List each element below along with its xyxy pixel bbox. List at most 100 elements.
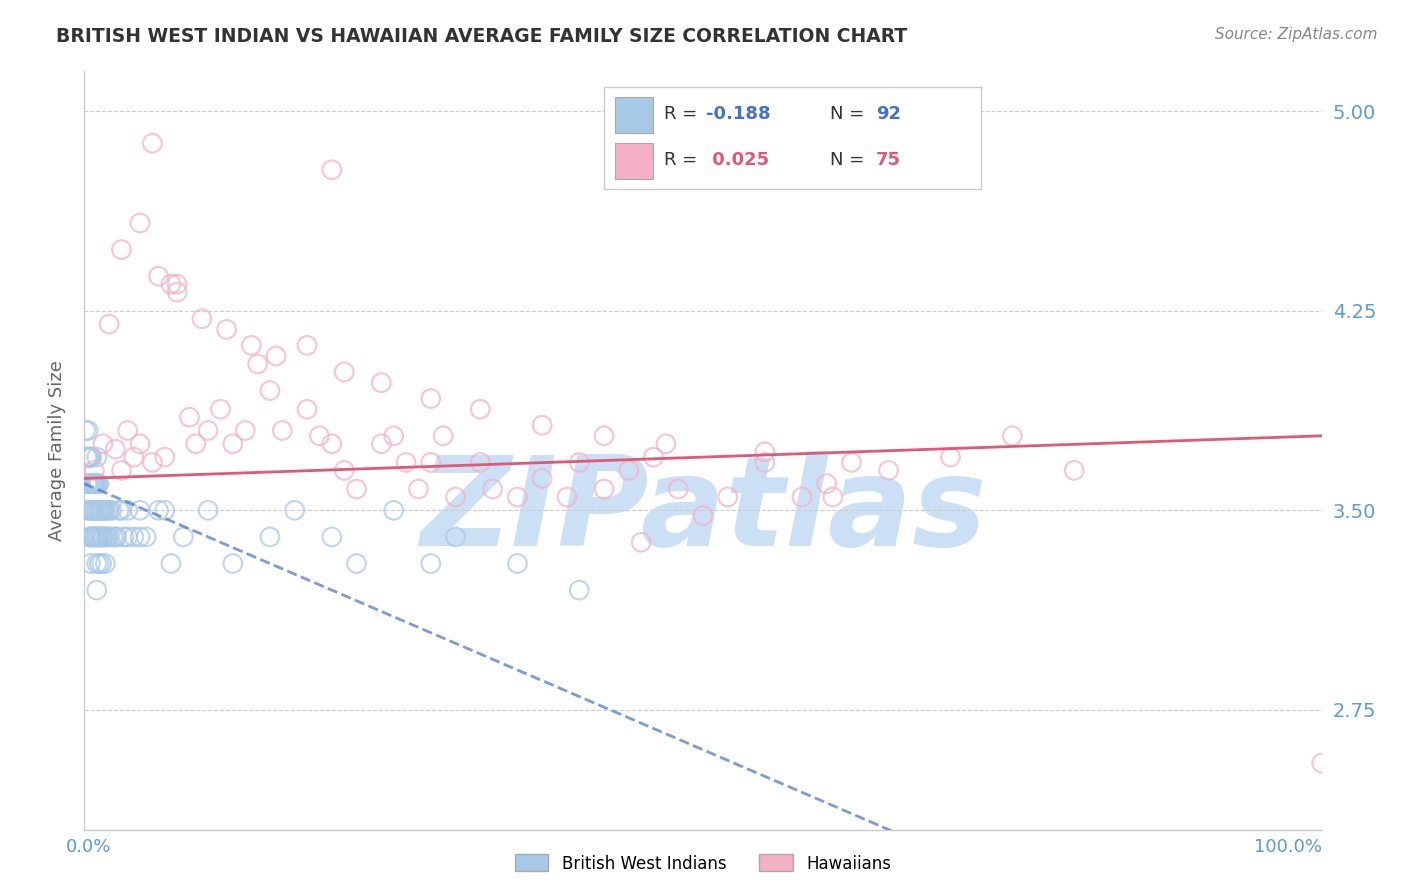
Point [86,450,108,464]
Point [79,503,101,517]
Point [419,392,441,406]
Point [97,503,120,517]
Point [259,530,281,544]
Point [481,482,503,496]
Point [96,530,118,544]
Point [80,530,103,544]
Point [692,508,714,523]
Point [240,338,263,352]
Text: 0.0%: 0.0% [66,838,111,855]
Point [444,490,467,504]
Point [295,338,318,352]
Point [370,437,392,451]
Point [90,557,112,571]
Point [593,429,616,443]
Point [94,557,117,571]
Point [395,455,418,469]
Point [160,277,183,292]
Point [264,349,287,363]
Point [179,410,201,425]
Point [104,530,127,544]
Point [105,530,128,544]
Point [79,557,101,571]
Point [593,482,616,496]
Point [112,530,135,544]
Point [84,476,107,491]
Point [877,463,900,477]
Point [166,277,188,292]
Point [419,455,441,469]
Text: 100.0%: 100.0% [1254,838,1322,855]
Point [117,503,139,517]
Point [84,476,107,491]
Point [617,463,640,477]
Point [555,490,578,504]
Point [129,503,152,517]
Point [271,424,294,438]
Point [94,503,117,517]
Point [209,402,232,417]
Point [82,530,104,544]
Point [76,476,98,491]
Point [79,530,101,544]
Point [568,455,591,469]
Point [79,530,101,544]
Point [160,557,183,571]
Point [86,476,108,491]
Point [104,442,127,457]
Point [166,285,188,300]
Point [506,557,529,571]
Point [259,384,281,398]
Point [370,376,392,390]
Point [148,269,170,284]
Point [191,311,214,326]
Point [77,476,100,491]
Point [86,557,108,571]
Point [419,557,441,571]
Point [148,503,170,517]
Point [666,482,689,496]
Point [82,476,104,491]
Point [83,463,105,477]
Point [80,503,103,517]
Point [754,444,776,458]
Point [333,365,356,379]
Point [630,535,652,549]
Point [841,455,863,469]
Point [321,162,343,177]
Point [754,455,776,469]
Point [141,136,163,151]
Point [222,437,245,451]
Point [110,463,132,477]
Point [197,424,219,438]
Point [222,557,245,571]
Point [93,530,115,544]
Point [98,503,121,517]
Point [284,503,307,517]
Point [135,530,157,544]
Point [82,476,104,491]
Point [89,503,111,517]
Point [77,450,100,464]
Point [470,455,492,469]
Point [129,437,152,451]
Point [87,530,110,544]
Point [83,503,105,517]
Point [444,530,467,544]
Point [100,503,122,517]
Point [717,490,740,504]
Point [655,437,678,451]
Point [80,476,103,491]
Point [82,503,104,517]
Point [506,490,529,504]
Point [84,503,107,517]
Point [79,450,101,464]
Point [184,437,207,451]
Point [308,429,330,443]
Point [91,437,114,451]
Point [382,429,405,443]
Point [939,450,962,464]
Point [153,450,176,464]
Point [815,476,838,491]
Point [110,503,132,517]
